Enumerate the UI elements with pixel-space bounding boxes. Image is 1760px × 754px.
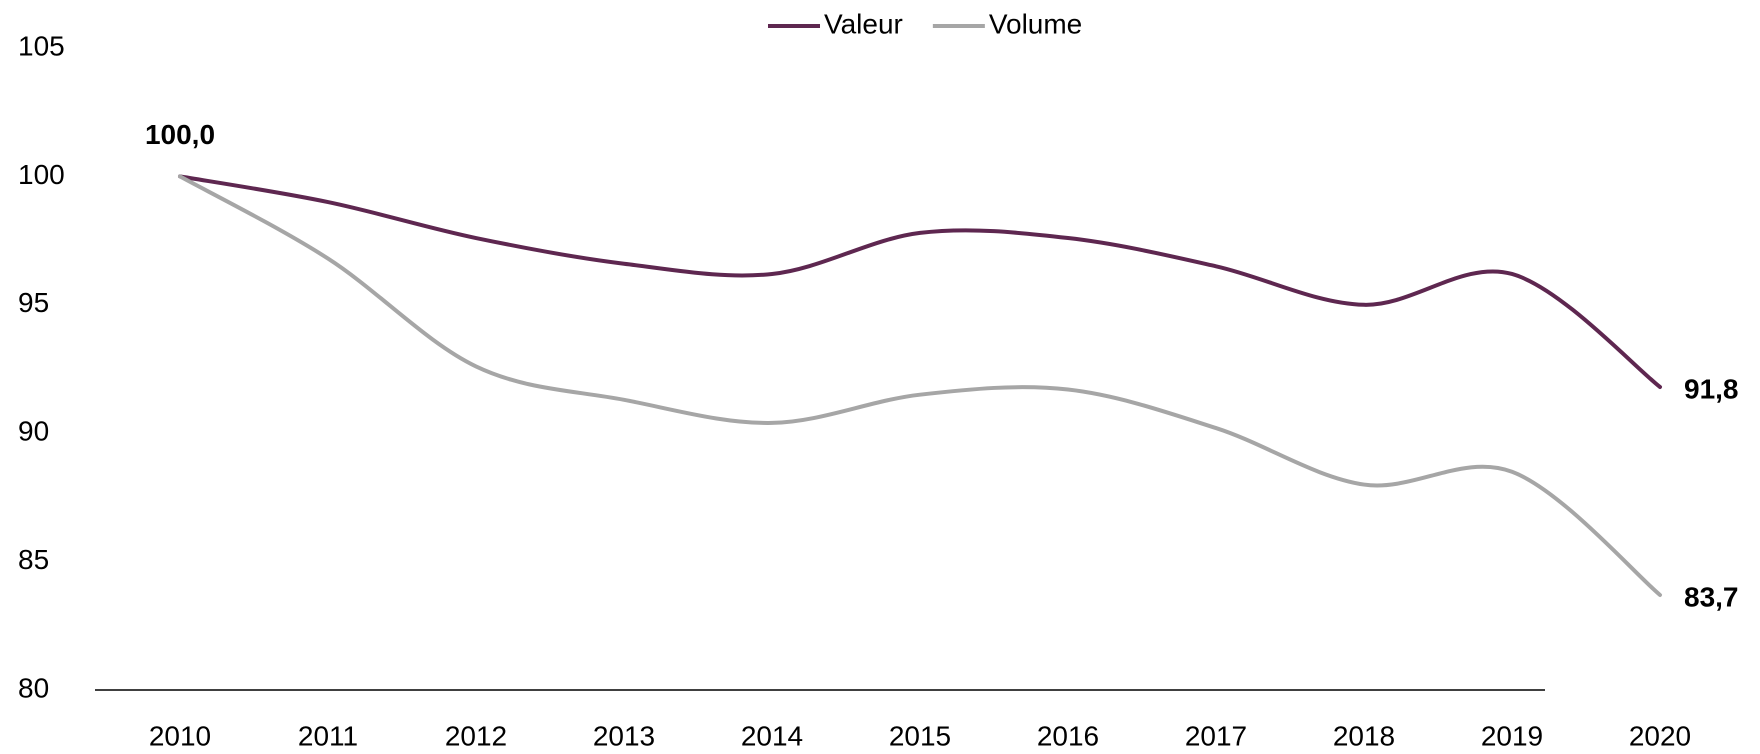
x-tick-label: 2016 [1037, 720, 1099, 751]
y-tick-label: 80 [18, 672, 49, 703]
x-tick-label: 2017 [1185, 720, 1247, 751]
y-tick-label: 85 [18, 544, 49, 575]
y-tick-label: 90 [18, 416, 49, 447]
legend-label: Valeur [824, 8, 903, 39]
data-label: 83,7 [1684, 581, 1739, 612]
x-tick-label: 2011 [298, 720, 358, 751]
data-label: 91,8 [1684, 373, 1739, 404]
y-tick-label: 100 [18, 159, 65, 190]
y-tick-label: 95 [18, 287, 49, 318]
x-tick-label: 2010 [149, 720, 211, 751]
x-tick-label: 2018 [1333, 720, 1395, 751]
x-tick-label: 2019 [1481, 720, 1543, 751]
x-tick-label: 2020 [1629, 720, 1691, 751]
data-label: 100,0 [145, 119, 215, 150]
line [178, 174, 1662, 597]
x-tick-label: 2012 [445, 720, 507, 751]
x-tick-label: 2014 [741, 720, 803, 751]
x-tick-label: 2013 [593, 720, 655, 751]
legend-label: Volume [989, 8, 1082, 39]
line [178, 174, 1662, 389]
x-tick-label: 2015 [889, 720, 951, 751]
y-tick-label: 105 [18, 30, 65, 61]
